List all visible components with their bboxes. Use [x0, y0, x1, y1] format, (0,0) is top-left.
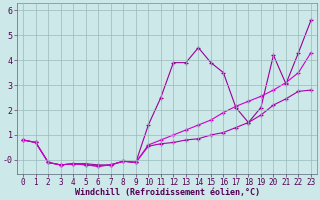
X-axis label: Windchill (Refroidissement éolien,°C): Windchill (Refroidissement éolien,°C): [75, 188, 260, 197]
